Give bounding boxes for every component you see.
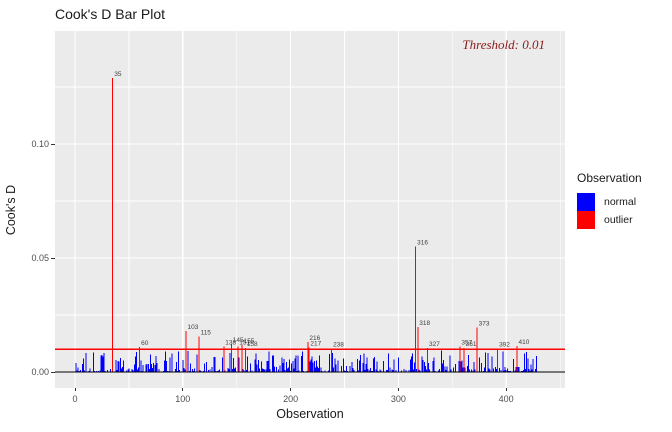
legend-item-normal: normal (577, 193, 642, 211)
y-tick-label: 0.00 (31, 366, 49, 377)
y-tick-label: 0.05 (31, 252, 49, 263)
plot-title: Cook's D Bar Plot (55, 6, 166, 22)
legend-label-normal: normal (604, 196, 637, 208)
x-tick-label: 0 (72, 394, 78, 404)
outlier-label: 155 (244, 338, 255, 345)
outlier-label: 392 (499, 341, 510, 348)
x-axis-title: Observation (276, 407, 344, 421)
x-tick-mark (182, 388, 184, 391)
outlier-label: 361 (466, 341, 477, 348)
outlier-label: 145 (233, 337, 244, 344)
outlier-label: 318 (419, 320, 430, 327)
outlier-label: 410 (518, 339, 529, 346)
x-tick-label: 200 (283, 394, 299, 404)
normal-color-swatch (577, 193, 595, 211)
legend: Observation normal outlier (577, 171, 642, 229)
outlier-label: 316 (417, 240, 428, 247)
x-tick-label: 400 (498, 394, 514, 404)
outlier-label: 217 (310, 340, 321, 347)
x-tick-label: 100 (175, 394, 191, 404)
outlier-label: 60 (141, 340, 149, 347)
legend-label-outlier: outlier (604, 214, 633, 226)
outlier-label: 216 (309, 335, 320, 342)
outlier-label: 373 (479, 321, 490, 328)
x-tick-mark (397, 388, 399, 391)
outlier-color-swatch (577, 211, 595, 229)
x-tick-label: 300 (390, 394, 406, 404)
x-tick-mark (290, 388, 292, 391)
outlier-label: 103 (188, 324, 199, 331)
x-tick-mark (74, 388, 76, 391)
y-tick-label: 0.10 (31, 138, 49, 149)
plot-panel: 35 60 103 115 138 145 151 155 158 216 217 238 316 318… (55, 31, 565, 388)
x-tick-mark (505, 388, 507, 391)
outlier-label: 327 (429, 341, 440, 348)
y-tick-mark (51, 257, 55, 259)
outlier-label: 158 (247, 341, 258, 348)
legend-title: Observation (577, 171, 642, 185)
legend-item-outlier: outlier (577, 211, 642, 229)
y-tick-mark (51, 143, 55, 145)
y-axis-title: Cook's D (4, 184, 18, 236)
outlier-label: 138 (225, 339, 236, 346)
outlier-label: 238 (333, 341, 344, 348)
outlier-label: 357 (461, 339, 472, 346)
outlier-label: 35 (114, 71, 122, 78)
outlier-label: 115 (200, 330, 211, 337)
y-tick-mark (51, 371, 55, 373)
outlier-label: 151 (239, 339, 250, 346)
